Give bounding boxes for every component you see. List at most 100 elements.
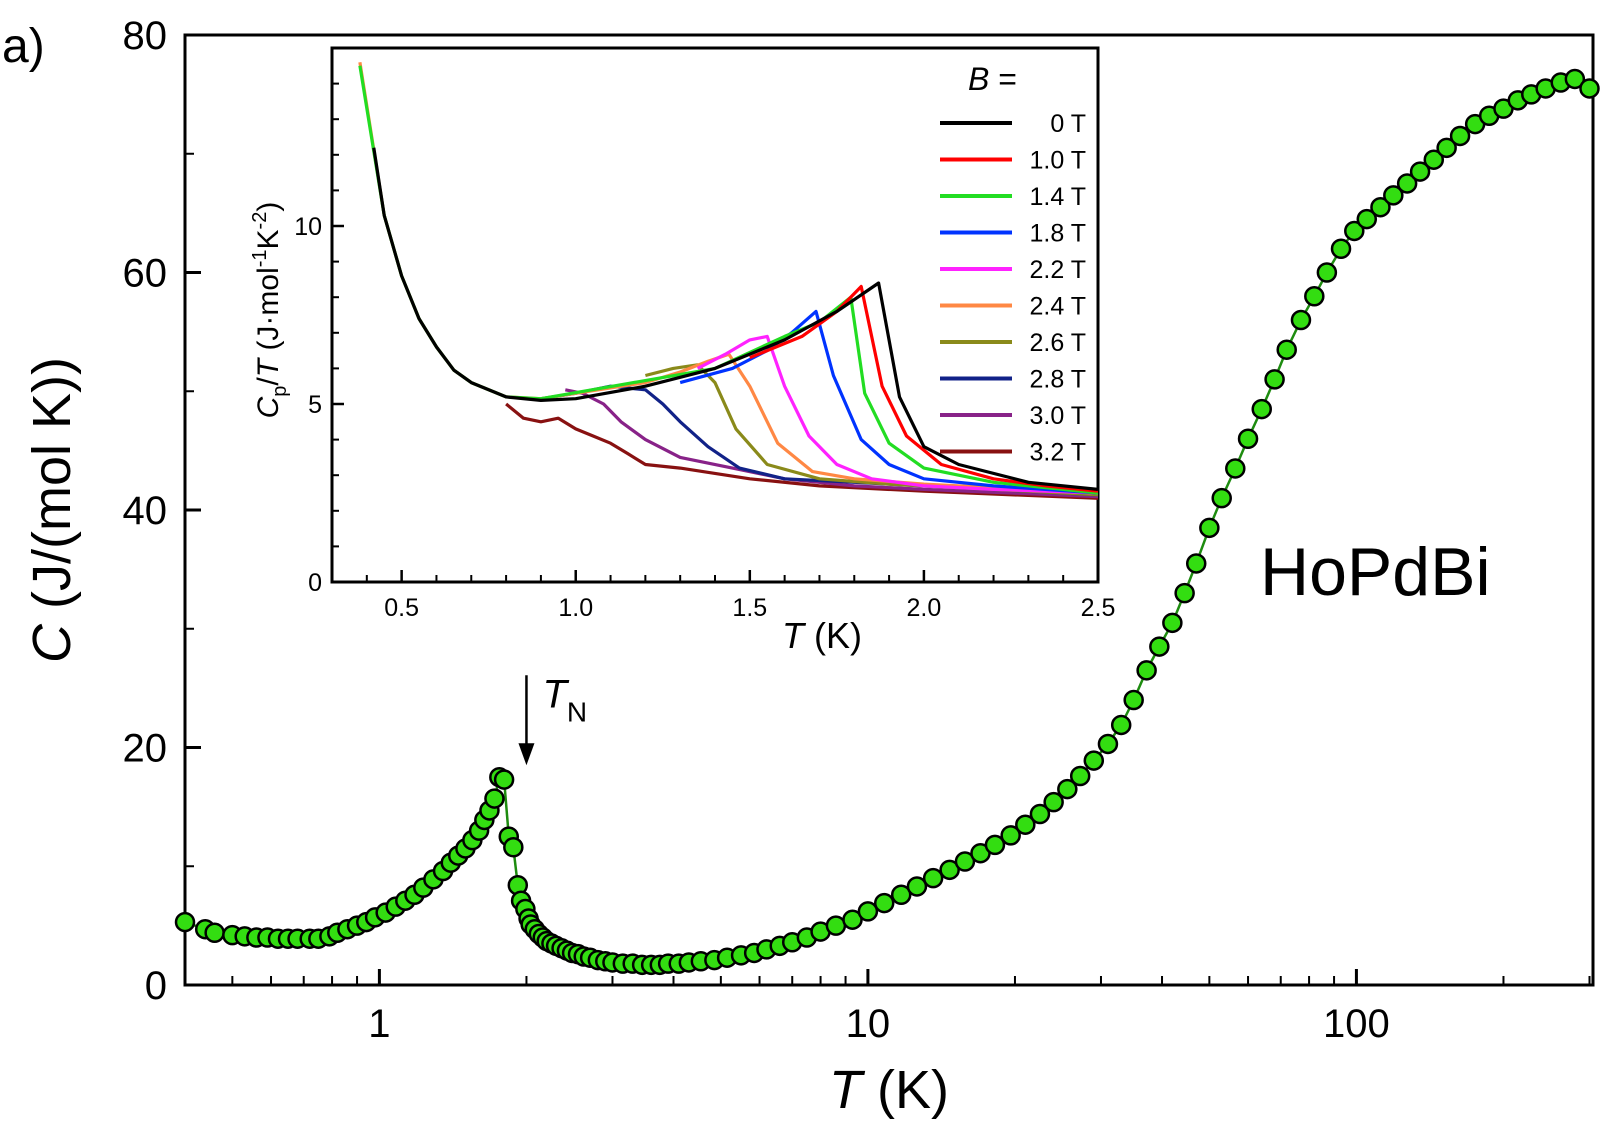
main-data-point <box>922 867 944 889</box>
main-y-tick-label: 20 <box>123 727 168 771</box>
main-data-point <box>873 892 895 914</box>
main-x-tick-label: 10 <box>846 1002 891 1046</box>
tn-arrow-head <box>518 743 535 766</box>
inset-x-tick-label: 2.5 <box>1081 594 1116 622</box>
main-data-point <box>1264 369 1285 390</box>
main-data-point <box>1423 149 1445 170</box>
panel-label: a) <box>2 20 45 73</box>
inset-series-line <box>696 334 1098 495</box>
main-data-point <box>1449 125 1471 147</box>
legend-label: 2.2 T <box>1029 256 1086 284</box>
main-data-point <box>1043 791 1064 813</box>
main-y-tick-label: 0 <box>145 964 167 1008</box>
main-series-markers <box>174 68 1600 976</box>
inset-y-tick-label: 10 <box>294 213 322 241</box>
inset-y-label-close: ) <box>252 202 285 212</box>
inset-y-label-slash: / <box>252 377 285 386</box>
legend-label: 2.6 T <box>1029 329 1086 357</box>
main-data-point <box>1185 553 1207 574</box>
main-data-point <box>857 901 879 922</box>
main-y-axis-label: C (J/(mol K)) <box>22 357 82 663</box>
inset-y-label-subscript-p: p <box>269 386 291 397</box>
main-data-point <box>842 909 863 930</box>
neel-temperature-annotation: TN <box>518 672 587 766</box>
main-x-tick-label: 100 <box>1323 1002 1390 1046</box>
main-data-point <box>1110 714 1132 736</box>
main-data-point <box>1136 660 1157 681</box>
legend-entries: 0 T 1.0 T 1.4 T 1.8 T 2.2 T 2.4 T 2.6 T 2.8 T 3.… <box>940 110 1086 467</box>
inset-axes: 0.5 1.0 1.5 2.0 2.5 0 5 10 <box>294 82 1116 622</box>
main-data-point <box>1149 636 1170 657</box>
legend-title-rest: = <box>989 61 1017 97</box>
main-data-point <box>1083 750 1105 771</box>
main-x-tick-label: 1 <box>368 1002 390 1046</box>
legend-label: 3.0 T <box>1029 402 1086 430</box>
main-data-point <box>939 859 960 881</box>
legend-title: B = <box>968 61 1017 97</box>
main-data-point <box>1000 825 1021 846</box>
main-data-point <box>1316 262 1338 283</box>
inset-y-label-unit-start: (J·mol <box>252 267 285 359</box>
main-data-point <box>984 834 1006 856</box>
main-data-point <box>1097 733 1119 755</box>
main-data-point <box>1276 339 1297 360</box>
main-x-axis-label-variable: T <box>829 1060 866 1120</box>
inset-x-axis-label-unit: (K) <box>804 615 862 656</box>
main-data-point <box>1304 286 1325 307</box>
inset-series-line <box>749 284 1098 493</box>
main-data-point <box>1237 428 1259 449</box>
main-data-point <box>1251 398 1272 420</box>
main-data-point <box>1199 517 1220 539</box>
inset-series-line <box>505 402 1098 500</box>
main-y-tick-label: 60 <box>123 252 168 296</box>
main-data-point <box>1029 803 1051 825</box>
main-data-point <box>1162 612 1183 634</box>
main-data-point <box>890 884 912 905</box>
inset-series-line <box>372 147 1098 491</box>
main-y-tick-label: 40 <box>123 489 168 533</box>
legend-label: 1.4 T <box>1029 183 1086 211</box>
inset-x-tick-label: 1.5 <box>732 594 767 622</box>
main-data-point <box>1069 765 1091 787</box>
main-data-point <box>1579 78 1600 99</box>
tn-label-symbol: T <box>542 672 569 716</box>
legend-title-variable: B <box>968 61 989 97</box>
main-data-point <box>1436 137 1457 159</box>
main-data-point <box>484 788 505 809</box>
main-data-point <box>1409 161 1431 182</box>
legend-label: 0 T <box>1050 110 1086 138</box>
inset-x-tick-label: 1.0 <box>558 594 593 622</box>
inset-y-tick-label: 5 <box>308 391 322 419</box>
inset-plot-frame <box>330 46 1100 584</box>
main-y-axis-label-unit: (J/(mol K)) <box>22 357 82 624</box>
legend-label: 2.8 T <box>1029 366 1086 394</box>
inset-x-tick-label: 2.0 <box>907 594 942 622</box>
inset-x-tick-label: 0.5 <box>384 594 419 622</box>
inset-x-axis-label-variable: T <box>782 615 807 656</box>
main-data-point <box>1211 487 1232 509</box>
inset-series-lines <box>358 61 1098 500</box>
inset-y-label-t: T <box>252 356 285 377</box>
legend-label: 2.4 T <box>1029 293 1086 321</box>
main-data-point <box>1330 238 1352 259</box>
tn-label: TN <box>542 672 587 727</box>
main-data-point <box>1564 68 1586 90</box>
legend-label: 1.8 T <box>1029 220 1086 248</box>
main-data-point <box>1123 689 1144 711</box>
main-data-point <box>1015 814 1036 835</box>
main-data-point <box>825 915 847 936</box>
main-data-point <box>1174 582 1195 604</box>
inset-y-axis-label: Cp/T (J·mol-1K-2) <box>249 202 291 419</box>
main-x-axis-label: T (K) <box>829 1060 949 1120</box>
legend-label: 3.2 T <box>1029 439 1086 467</box>
main-data-point <box>1290 309 1312 331</box>
inset-y-tick-label: 0 <box>308 569 322 597</box>
inset-y-label-k: K <box>252 229 285 249</box>
main-data-point <box>1383 185 1404 206</box>
main-data-point <box>1225 458 1246 479</box>
main-data-point <box>1370 196 1391 218</box>
main-data-point <box>1057 778 1078 800</box>
sample-label: HoPdBi <box>1260 534 1491 610</box>
